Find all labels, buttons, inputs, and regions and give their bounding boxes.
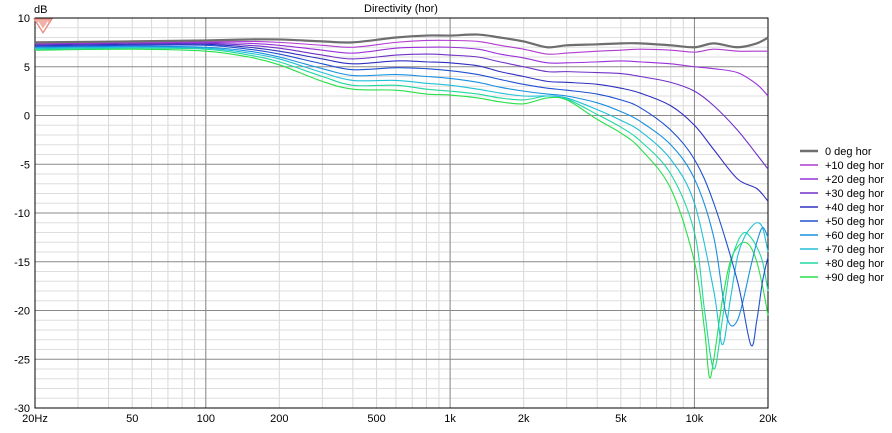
x-tick-label: 1k xyxy=(444,413,456,425)
x-tick-label: 5k xyxy=(615,413,627,425)
legend-label-6: +60 deg hor xyxy=(825,230,884,242)
y-tick-label: 5 xyxy=(24,62,30,74)
series-line-3 xyxy=(34,42,769,170)
y-tick-label: -5 xyxy=(20,159,30,171)
series-line-4 xyxy=(34,43,769,202)
series-line-7 xyxy=(34,46,769,346)
series-line-0 xyxy=(34,33,769,49)
y-tick-label: -10 xyxy=(14,208,30,220)
logo-mark xyxy=(33,18,53,34)
legend-label-8: +80 deg hor xyxy=(825,258,884,270)
x-tick-label: 20k xyxy=(759,413,777,425)
y-tick-label: -20 xyxy=(14,306,30,318)
series-line-1 xyxy=(34,39,769,55)
series-line-2 xyxy=(34,41,769,97)
legend-label-5: +50 deg hor xyxy=(825,216,884,228)
y-tick-label: 0 xyxy=(24,111,30,123)
legend-label-9: +90 deg hor xyxy=(825,272,884,284)
y-tick-label: -15 xyxy=(14,257,30,269)
y-axis-label: dB xyxy=(34,4,47,16)
grid-major xyxy=(35,18,768,408)
series-line-9 xyxy=(34,48,769,379)
legend-label-0: 0 deg hor xyxy=(825,146,872,158)
legend-label-2: +20 deg hor xyxy=(825,174,884,186)
x-tick-label: 20Hz xyxy=(22,413,48,425)
chart-title: Directivity (hor) xyxy=(364,3,438,15)
legend-label-1: +10 deg hor xyxy=(825,160,884,172)
x-tick-label: 10k xyxy=(686,413,704,425)
x-axis-tick-labels: 20Hz 50 100 200 500 1k 2k 5k 10k 20k xyxy=(22,413,777,425)
legend-label-7: +70 deg hor xyxy=(825,244,884,256)
x-tick-label: 500 xyxy=(367,413,385,425)
legend-label-3: +30 deg hor xyxy=(825,188,884,200)
x-tick-label: 50 xyxy=(126,413,138,425)
y-tick-label: 10 xyxy=(18,13,30,25)
y-tick-label: -30 xyxy=(14,403,30,415)
series-layer xyxy=(34,33,769,379)
y-axis-tick-labels: 10 5 0 -5 -10 -15 -20 -25 -30 xyxy=(14,13,30,415)
series-line-5 xyxy=(34,44,769,347)
legend-label-4: +40 deg hor xyxy=(825,202,884,214)
y-tick-label: -25 xyxy=(14,354,30,366)
plot-frame xyxy=(34,17,769,409)
x-tick-label: 100 xyxy=(197,413,215,425)
x-tick-label: 2k xyxy=(518,413,530,425)
series-line-8 xyxy=(34,47,769,370)
x-tick-label: 200 xyxy=(270,413,288,425)
legend: 0 deg hor +10 deg hor +20 deg hor +30 deg h… xyxy=(800,146,884,284)
series-line-6 xyxy=(34,45,769,327)
